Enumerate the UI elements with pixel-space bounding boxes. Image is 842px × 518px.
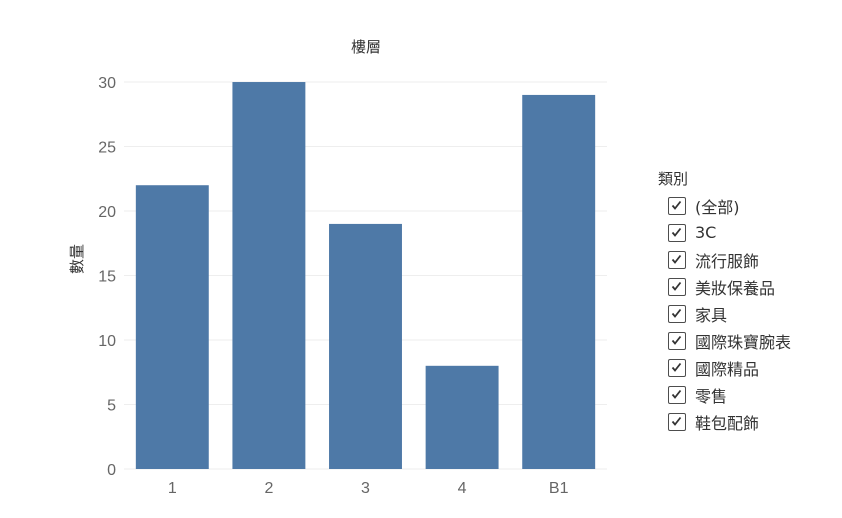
- checkbox[interactable]: [668, 331, 686, 350]
- checkbox[interactable]: [668, 412, 686, 431]
- checkmark-icon: [671, 308, 682, 318]
- y-axis-title: 數量: [68, 244, 86, 274]
- x-tick-label: B1: [549, 480, 569, 497]
- legend-item-label: 零售: [695, 386, 728, 406]
- bar[interactable]: [329, 223, 402, 469]
- checkmark-icon: [671, 362, 682, 372]
- checkmark-icon: [671, 254, 682, 264]
- legend-item[interactable]: 流行服飾: [668, 246, 838, 273]
- x-tick-label: 2: [264, 480, 273, 497]
- bar[interactable]: [425, 365, 499, 469]
- y-tick-label: 15: [98, 269, 116, 286]
- legend-title: 類別: [658, 170, 689, 188]
- y-tick-label: 30: [98, 75, 116, 92]
- legend-item-label: 國際珠寶腕表: [695, 332, 792, 352]
- y-tick-label: 0: [107, 462, 116, 479]
- bar-chart: 樓層 數量 0 5 10 15 20 25 30 1 2 3 4 B1: [68, 38, 607, 497]
- legend-item[interactable]: 3C: [668, 219, 838, 246]
- legend-item-label: 家具: [695, 305, 728, 325]
- checkbox[interactable]: [668, 196, 686, 215]
- checkbox[interactable]: [668, 250, 686, 269]
- checkmark-icon: [671, 416, 682, 426]
- checkbox[interactable]: [668, 304, 686, 323]
- legend-item[interactable]: 家具: [668, 300, 838, 327]
- legend-item-label: (全部): [695, 197, 740, 217]
- legend-item[interactable]: 國際精品: [668, 354, 838, 381]
- category-filter-legend: 類別 (全部) 3C 流行服飾美妝保養品家具國際珠寶腕表 國際精品零售鞋包配飾: [658, 168, 838, 435]
- bar[interactable]: [522, 94, 596, 470]
- legend-item-label: 國際精品: [695, 359, 760, 379]
- x-tick-label: 1: [168, 480, 177, 497]
- x-tick-label: 4: [458, 480, 467, 497]
- checkmark-icon: [671, 389, 682, 399]
- legend-item[interactable]: 鞋包配飾: [668, 408, 838, 435]
- y-tick-label: 10: [98, 333, 116, 350]
- y-tick-label: 25: [98, 140, 116, 157]
- checkbox[interactable]: [668, 223, 686, 242]
- y-tick-label: 5: [107, 398, 116, 415]
- checkbox[interactable]: [668, 358, 686, 377]
- x-tick-labels: 1 2 3 4 B1: [168, 480, 569, 497]
- legend-item[interactable]: 零售: [668, 381, 838, 408]
- y-tick-label: 20: [98, 204, 116, 221]
- checkmark-icon: [671, 281, 682, 291]
- legend-item-label: 流行服飾: [695, 251, 760, 271]
- checkmark-icon: [671, 200, 682, 210]
- legend-item[interactable]: 國際珠寶腕表: [668, 327, 838, 354]
- checkmark-icon: [671, 335, 682, 345]
- x-tick-label: 3: [361, 480, 370, 497]
- legend-item-label: 3C: [695, 223, 717, 242]
- legend-item-label: 鞋包配飾: [695, 413, 760, 433]
- y-tick-labels: 0 5 10 15 20 25 30: [98, 75, 116, 479]
- checkbox[interactable]: [668, 277, 686, 296]
- checkmark-icon: [671, 227, 682, 237]
- bar[interactable]: [232, 82, 306, 469]
- legend-items: (全部) 3C 流行服飾美妝保養品家具國際珠寶腕表 國際精品零售鞋包配飾: [658, 192, 838, 435]
- legend-item[interactable]: (全部): [668, 192, 838, 219]
- checkbox[interactable]: [668, 385, 686, 404]
- bar[interactable]: [135, 185, 209, 470]
- legend-item[interactable]: 美妝保養品: [668, 273, 838, 300]
- legend-item-label: 美妝保養品: [695, 278, 776, 298]
- bars: [135, 82, 596, 470]
- chart-title: 樓層: [351, 38, 381, 56]
